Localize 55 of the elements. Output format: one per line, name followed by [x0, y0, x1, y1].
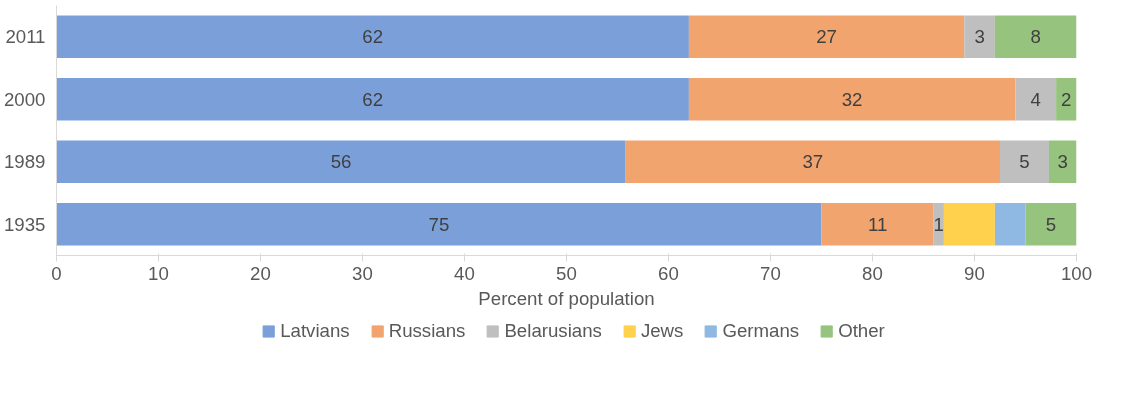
legend-label: Germans — [722, 320, 800, 342]
bar — [1056, 78, 1077, 121]
x-tick-label: 10 — [148, 262, 169, 284]
bar — [994, 15, 1077, 58]
y-tick-label: 1989 — [4, 151, 46, 173]
bar — [1015, 78, 1057, 121]
bar — [56, 15, 689, 58]
bar — [1000, 140, 1049, 183]
x-axis-title: Percent of population — [478, 287, 655, 309]
x-tick-label: 0 — [51, 262, 62, 284]
data-label: 5 — [1019, 151, 1030, 173]
data-label: 3 — [974, 26, 985, 48]
data-label: 37 — [802, 151, 824, 173]
data-label: 32 — [841, 88, 863, 110]
data-label: 5 — [1045, 213, 1057, 235]
x-tick-label: 50 — [556, 262, 577, 284]
y-tick-label: 1935 — [4, 213, 46, 235]
bar — [943, 203, 995, 246]
x-tick-label: 30 — [352, 262, 373, 284]
data-label: 2 — [1061, 88, 1072, 110]
legend-label: Belarusians — [504, 320, 602, 342]
bar — [625, 140, 1000, 183]
legend-label: Other — [838, 320, 885, 342]
y-tick-label: 2011 — [5, 26, 46, 48]
legend-label: Latvians — [280, 320, 350, 342]
legend-label: Jews — [640, 320, 684, 342]
bar — [1025, 203, 1077, 246]
data-label: 3 — [1057, 151, 1068, 173]
y-tick-label: 2000 — [4, 88, 46, 110]
data-label: 62 — [362, 26, 384, 48]
x-tick-label: 40 — [454, 262, 475, 284]
data-label: 4 — [1030, 88, 1041, 110]
bar — [56, 140, 626, 183]
bar — [964, 15, 995, 58]
x-tick-label: 100 — [1060, 262, 1093, 284]
bar — [688, 15, 965, 58]
x-tick-label: 90 — [964, 262, 985, 284]
data-label: 75 — [428, 213, 450, 235]
data-label: 1 — [933, 213, 944, 235]
data-label: 62 — [362, 88, 384, 110]
x-tick-label: 20 — [250, 262, 271, 284]
data-label: 56 — [330, 151, 352, 173]
bar — [56, 203, 822, 246]
data-label: 11 — [867, 213, 888, 235]
bar — [994, 203, 1026, 246]
data-label: 27 — [816, 26, 837, 48]
x-tick-label: 60 — [658, 262, 679, 284]
legend-label: Russians — [388, 320, 466, 342]
bar — [1048, 140, 1077, 183]
bar — [688, 78, 1016, 121]
bar — [56, 78, 689, 121]
x-tick-label: 70 — [760, 262, 781, 284]
data-label: 8 — [1030, 26, 1041, 48]
bar — [821, 203, 934, 246]
x-tick-label: 80 — [862, 262, 883, 284]
